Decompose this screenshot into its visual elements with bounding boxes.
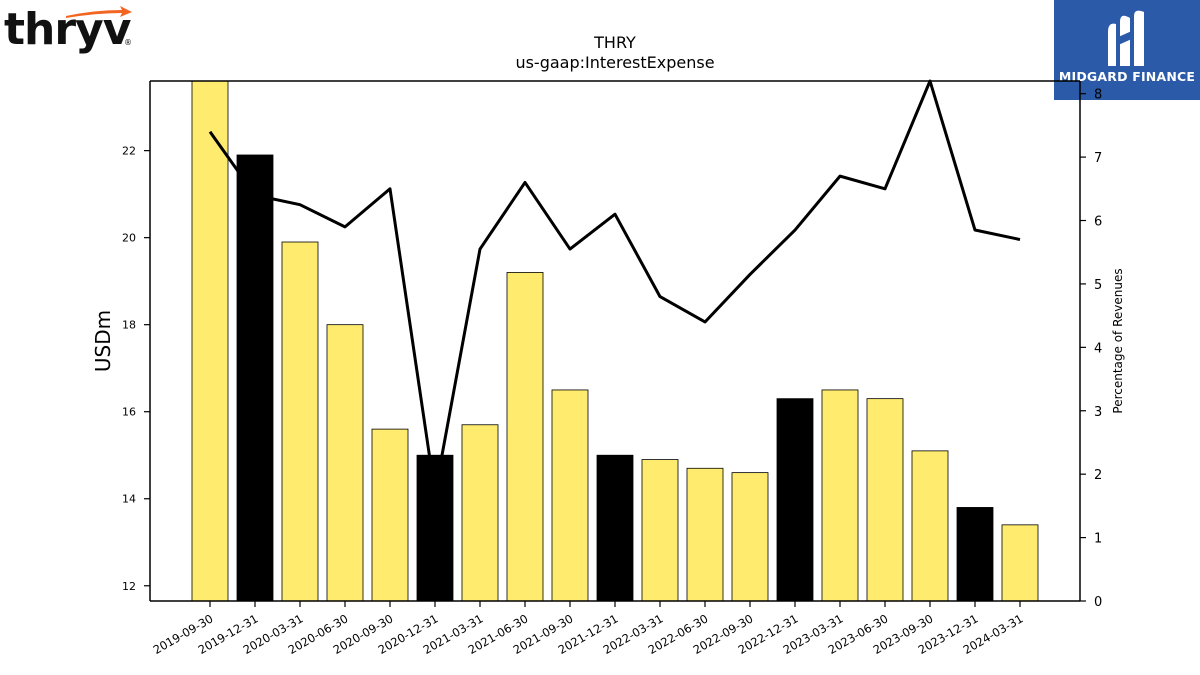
y2-axis-label: Percentage of Revenues — [1111, 268, 1125, 413]
registered-mark: ® — [124, 38, 132, 47]
chart-title: THRY — [594, 33, 636, 52]
y-tick-label-16: 16 — [122, 406, 136, 419]
y-tick-label-18: 18 — [122, 319, 136, 332]
logo-swoosh-icon — [66, 6, 132, 18]
y2-tick-label-4: 4 — [1094, 341, 1102, 356]
y2-tick-label-7: 7 — [1094, 151, 1102, 166]
bar-2022-09-30 — [731, 472, 769, 602]
y-tick-label-12: 12 — [122, 580, 136, 593]
bar-2023-12-31 — [956, 507, 994, 602]
bar-2022-03-31 — [641, 459, 679, 602]
y2-tick-label-8: 8 — [1094, 88, 1102, 103]
bar-2020-09-30 — [371, 428, 409, 602]
bar-2022-12-31 — [776, 398, 814, 602]
bar-2020-03-31 — [281, 241, 319, 602]
bar-2021-09-30 — [551, 389, 589, 602]
bar-2023-06-30 — [866, 398, 904, 602]
y2-tick-label-2: 2 — [1094, 468, 1102, 483]
bar-2021-06-30 — [506, 272, 544, 602]
bar-2019-12-31 — [236, 154, 274, 602]
midgard-m-icon — [1108, 10, 1144, 67]
percentage-line — [208, 79, 1021, 495]
bar-2023-09-30 — [911, 450, 949, 602]
y-tick-label-22: 22 — [122, 145, 136, 158]
bar-2024-03-31 — [1001, 524, 1039, 602]
y-tick-label-14: 14 — [122, 493, 136, 506]
y2-tick-label-1: 1 — [1094, 532, 1102, 547]
bar-2021-03-31 — [461, 424, 499, 602]
y-tick-label-20: 20 — [122, 232, 136, 245]
y2-tick-label-0: 0 — [1094, 595, 1102, 610]
y2-tick-label-5: 5 — [1094, 278, 1102, 293]
midgard-finance-logo: MIDGARD FINANCE — [1054, 0, 1200, 100]
midgard-finance-text: MIDGARD FINANCE — [1058, 69, 1196, 84]
bar-2023-03-31 — [821, 389, 859, 602]
bar-2021-12-31 — [596, 454, 634, 602]
bar-2020-12-31 — [416, 454, 454, 602]
bar-2022-06-30 — [686, 467, 724, 602]
bar-2019-09-30 — [191, 80, 229, 602]
chart-subtitle: us-gaap:InterestExpense — [515, 53, 715, 72]
thryv-logo: thryv ® — [4, 2, 134, 58]
bar-2020-06-30 — [326, 324, 364, 602]
y-axis-label: USDm — [91, 310, 115, 372]
y2-tick-label-3: 3 — [1094, 405, 1102, 420]
y2-tick-label-6: 6 — [1094, 215, 1102, 230]
